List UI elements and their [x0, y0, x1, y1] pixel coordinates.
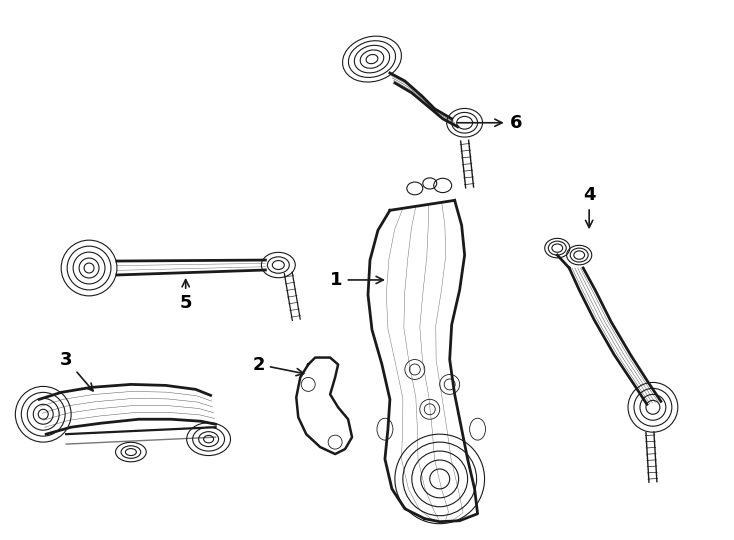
Text: 1: 1: [330, 271, 383, 289]
Text: 6: 6: [457, 114, 522, 132]
Text: 2: 2: [252, 355, 304, 376]
Text: 5: 5: [179, 280, 192, 312]
Text: 3: 3: [60, 350, 93, 391]
Text: 4: 4: [583, 186, 595, 227]
